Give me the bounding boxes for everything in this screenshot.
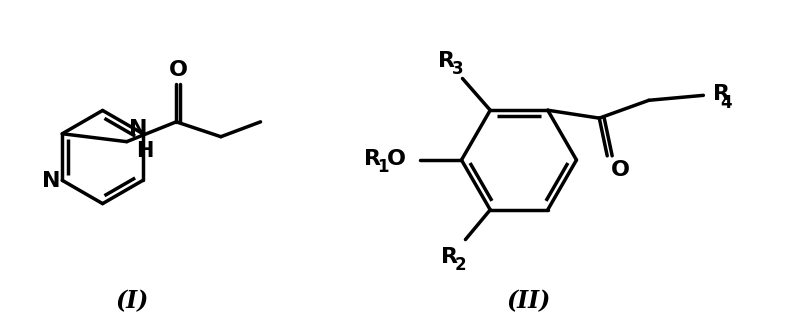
Text: O: O xyxy=(610,160,629,180)
Text: 2: 2 xyxy=(454,256,466,274)
Text: O: O xyxy=(168,60,188,80)
Text: N: N xyxy=(42,171,60,191)
Text: R: R xyxy=(440,247,457,267)
Text: (I): (I) xyxy=(115,289,149,313)
Text: R: R xyxy=(363,149,380,169)
Text: R: R xyxy=(438,51,455,71)
Text: N: N xyxy=(128,119,147,139)
Text: (II): (II) xyxy=(506,289,550,313)
Text: 4: 4 xyxy=(719,94,731,112)
Text: 1: 1 xyxy=(377,158,388,176)
Text: H: H xyxy=(136,141,154,161)
Text: O: O xyxy=(386,149,405,169)
Text: 3: 3 xyxy=(452,60,463,78)
Text: R: R xyxy=(712,84,729,104)
